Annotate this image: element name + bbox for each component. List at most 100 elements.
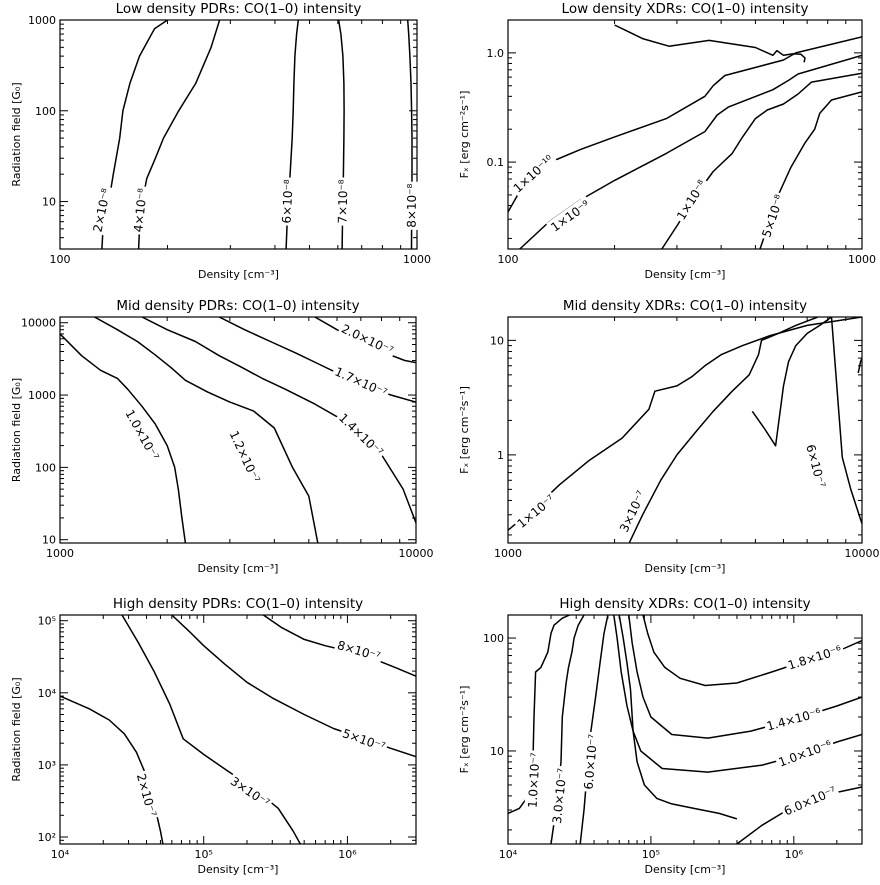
contour-label: 1.4×10⁻⁶ — [765, 705, 822, 733]
contour-label-background — [512, 490, 559, 533]
contour-line-5 — [628, 615, 862, 739]
y-tick-label: 10³ — [38, 759, 56, 772]
y-axis-label: Radiation field [G₀] — [10, 378, 23, 482]
contour-label-group: 1.2×10⁻⁷ — [225, 426, 265, 487]
contour-label-background — [615, 486, 650, 537]
contour-label: 4×10⁻⁸ — [131, 187, 149, 232]
contour-label-group: 5×10⁻⁸ — [757, 190, 788, 242]
y-tick-label: 10 — [490, 745, 504, 758]
contour-label-background — [121, 405, 164, 465]
x-tick-label: 10⁶ — [338, 848, 357, 861]
contour-label-group: 1.0×10⁻⁶ — [774, 735, 836, 771]
contour-label-background — [333, 636, 385, 665]
contour-label-background — [338, 724, 390, 755]
plot-frame — [507, 19, 863, 250]
contour-line-3 — [579, 615, 609, 844]
contour-label-background — [783, 641, 846, 674]
contour-label: 3×10⁻⁷ — [228, 774, 273, 810]
plot-frame — [507, 316, 863, 544]
contour-line-1 — [508, 317, 862, 531]
y-tick-label: 100 — [35, 461, 56, 474]
x-tick-label: 1000 — [494, 547, 522, 560]
panel-3: 1000 10000 10 100 1000 10000 Mid density PDRs:… — [10, 298, 434, 575]
contour-line-1 — [60, 333, 187, 543]
contour-label-background — [334, 408, 388, 461]
contour-label: 1.2×10⁻⁷ — [227, 429, 263, 485]
x-axis-label: Density [cm⁻³] — [645, 863, 726, 876]
x-tick-label: 10000 — [845, 547, 880, 560]
contour-label-group: 2.0×10⁻⁷ — [337, 319, 398, 359]
x-tick-label: 10⁴ — [499, 848, 518, 861]
contour-label-group: 6.0×10⁻⁷ — [779, 782, 841, 820]
contour-line-2 — [628, 317, 819, 543]
y-tick-label: 1.0 — [487, 47, 505, 60]
panel-title: High density PDRs: CO(1–0) intensity — [113, 596, 363, 612]
contour-line-4 — [857, 357, 862, 374]
contour-label-background — [762, 704, 825, 735]
contour-label: 1×10⁻⁹ — [548, 198, 592, 235]
contour-label-group: 3×10⁻⁷ — [226, 771, 275, 812]
contour-label-background — [779, 782, 841, 820]
contour-label-background — [802, 440, 830, 491]
contour-label-group: 3.0×10⁻⁷ — [548, 765, 570, 827]
contour-label-group: 1.0×10⁻⁷ — [524, 750, 543, 811]
contour-label-background — [545, 195, 594, 236]
contour-label-group: 2×10⁻⁷ — [133, 769, 161, 821]
plot-frame — [59, 19, 418, 250]
contour-line-3 — [141, 317, 416, 524]
contour-label: 3.0×10⁻⁷ — [550, 767, 570, 824]
y-tick-label: 10 — [490, 334, 504, 347]
y-tick-label: 100 — [35, 105, 56, 118]
contour-label: 1×10⁻⁷ — [515, 492, 558, 531]
contour-group — [101, 20, 413, 249]
contour-label: 1×10⁻⁸ — [674, 177, 709, 222]
contour-label-group: 1×10⁻⁹ — [545, 195, 594, 236]
panel-2: 100 1000 0.1 1.0 Low density XDRs: CO(1–0) i… — [458, 1, 876, 281]
contour-label-group: 4×10⁻⁸ — [130, 185, 150, 235]
y-axis-label: Fₓ [erg cm⁻²s⁻¹] — [458, 686, 471, 774]
contour-label: 2.0×10⁻⁷ — [339, 322, 395, 359]
y-axis-label: Fₓ [erg cm⁻²s⁻¹] — [458, 91, 471, 179]
y-tick-label: 10² — [38, 831, 56, 844]
y-tick-label: 10000 — [21, 317, 56, 330]
contour-label-background — [226, 771, 275, 812]
contour-label: 1.0×10⁻⁷ — [525, 752, 542, 808]
contour-label-background — [334, 177, 351, 226]
panel-title: High density XDRs: CO(1–0) intensity — [559, 596, 810, 612]
contour-label: 2×10⁻⁸ — [91, 187, 114, 233]
panel-1: 100 1000 10 100 1000 Low density PDRs: CO(1–0… — [10, 1, 431, 281]
contour-line-8 — [618, 615, 738, 820]
contour-label-background — [225, 426, 265, 487]
contour-label: 6×10⁻⁷ — [803, 443, 828, 489]
contour-label-group: 1.0×10⁻⁷ — [121, 405, 164, 465]
contour-label-group: 1.4×10⁻⁶ — [762, 704, 825, 735]
plot-frame — [59, 614, 417, 845]
y-tick-label: 10 — [42, 196, 56, 209]
contour-label: 8×10⁻⁸ — [405, 183, 419, 227]
x-tick-label: 1000 — [848, 253, 876, 266]
contour-line-2 — [121, 615, 301, 844]
contour-line-1 — [60, 695, 164, 844]
contour-label-group: 1.4×10⁻⁷ — [334, 408, 388, 461]
x-tick-label: 1000 — [46, 547, 74, 560]
contour-label: 1.4×10⁻⁷ — [336, 411, 386, 460]
y-axis-label: Fₓ [erg cm⁻²s⁻¹] — [458, 386, 471, 474]
y-tick-label: 10⁵ — [38, 615, 56, 628]
contour-label: 2×10⁻⁷ — [134, 772, 159, 818]
contour-label-background — [133, 769, 161, 821]
panel-5: 10⁴ 10⁵ 10⁶ 10² 10³ 10⁴ 10⁵ High density PDRs: … — [10, 596, 417, 876]
contour-label-group: 5×10⁻⁷ — [338, 724, 390, 755]
contour-label-group: 1.8×10⁻⁶ — [783, 641, 846, 674]
panel-title: Low density PDRs: CO(1–0) intensity — [116, 1, 362, 17]
contour-label: 1.7×10⁻⁷ — [333, 365, 390, 401]
contour-label-background — [337, 319, 398, 359]
contour-label-group: 8×10⁻⁸ — [403, 181, 419, 230]
x-tick-label: 100 — [50, 253, 71, 266]
contour-label: 1.8×10⁻⁶ — [786, 643, 843, 673]
y-tick-label: 10 — [42, 534, 56, 547]
contour-line-2 — [94, 317, 319, 543]
contour-label: 7×10⁻⁸ — [336, 179, 351, 224]
contour-label-group: 7×10⁻⁸ — [334, 177, 351, 226]
x-axis-label: Density [cm⁻³] — [198, 562, 279, 575]
